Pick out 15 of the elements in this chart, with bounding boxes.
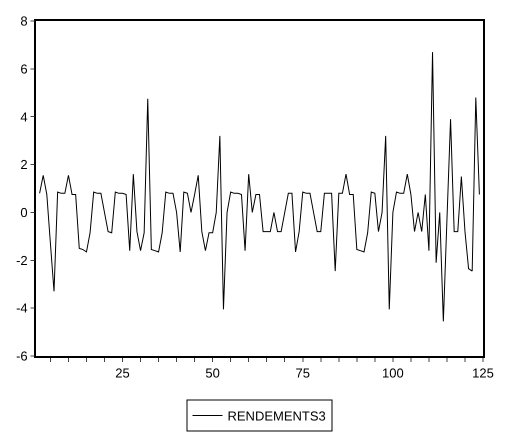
y-tick-label: 2 [20, 157, 28, 172]
y-tick-label: 6 [20, 61, 28, 76]
x-tick-label: 50 [205, 365, 220, 380]
legend-label: RENDEMENTS3 [228, 408, 326, 424]
y-tick-label: 8 [20, 14, 28, 29]
x-tick-label: 100 [382, 365, 404, 380]
x-tick-label: 25 [115, 365, 130, 380]
y-tick-label: 4 [20, 109, 28, 124]
line-series [39, 52, 480, 322]
y-tick-label: -2 [16, 252, 28, 268]
y-tick-label: -4 [16, 300, 28, 316]
x-tick-label: 75 [296, 365, 310, 380]
y-tick-label: 0 [20, 204, 28, 220]
x-tick-label: 125 [472, 365, 494, 380]
y-tick-label: -6 [16, 348, 28, 364]
